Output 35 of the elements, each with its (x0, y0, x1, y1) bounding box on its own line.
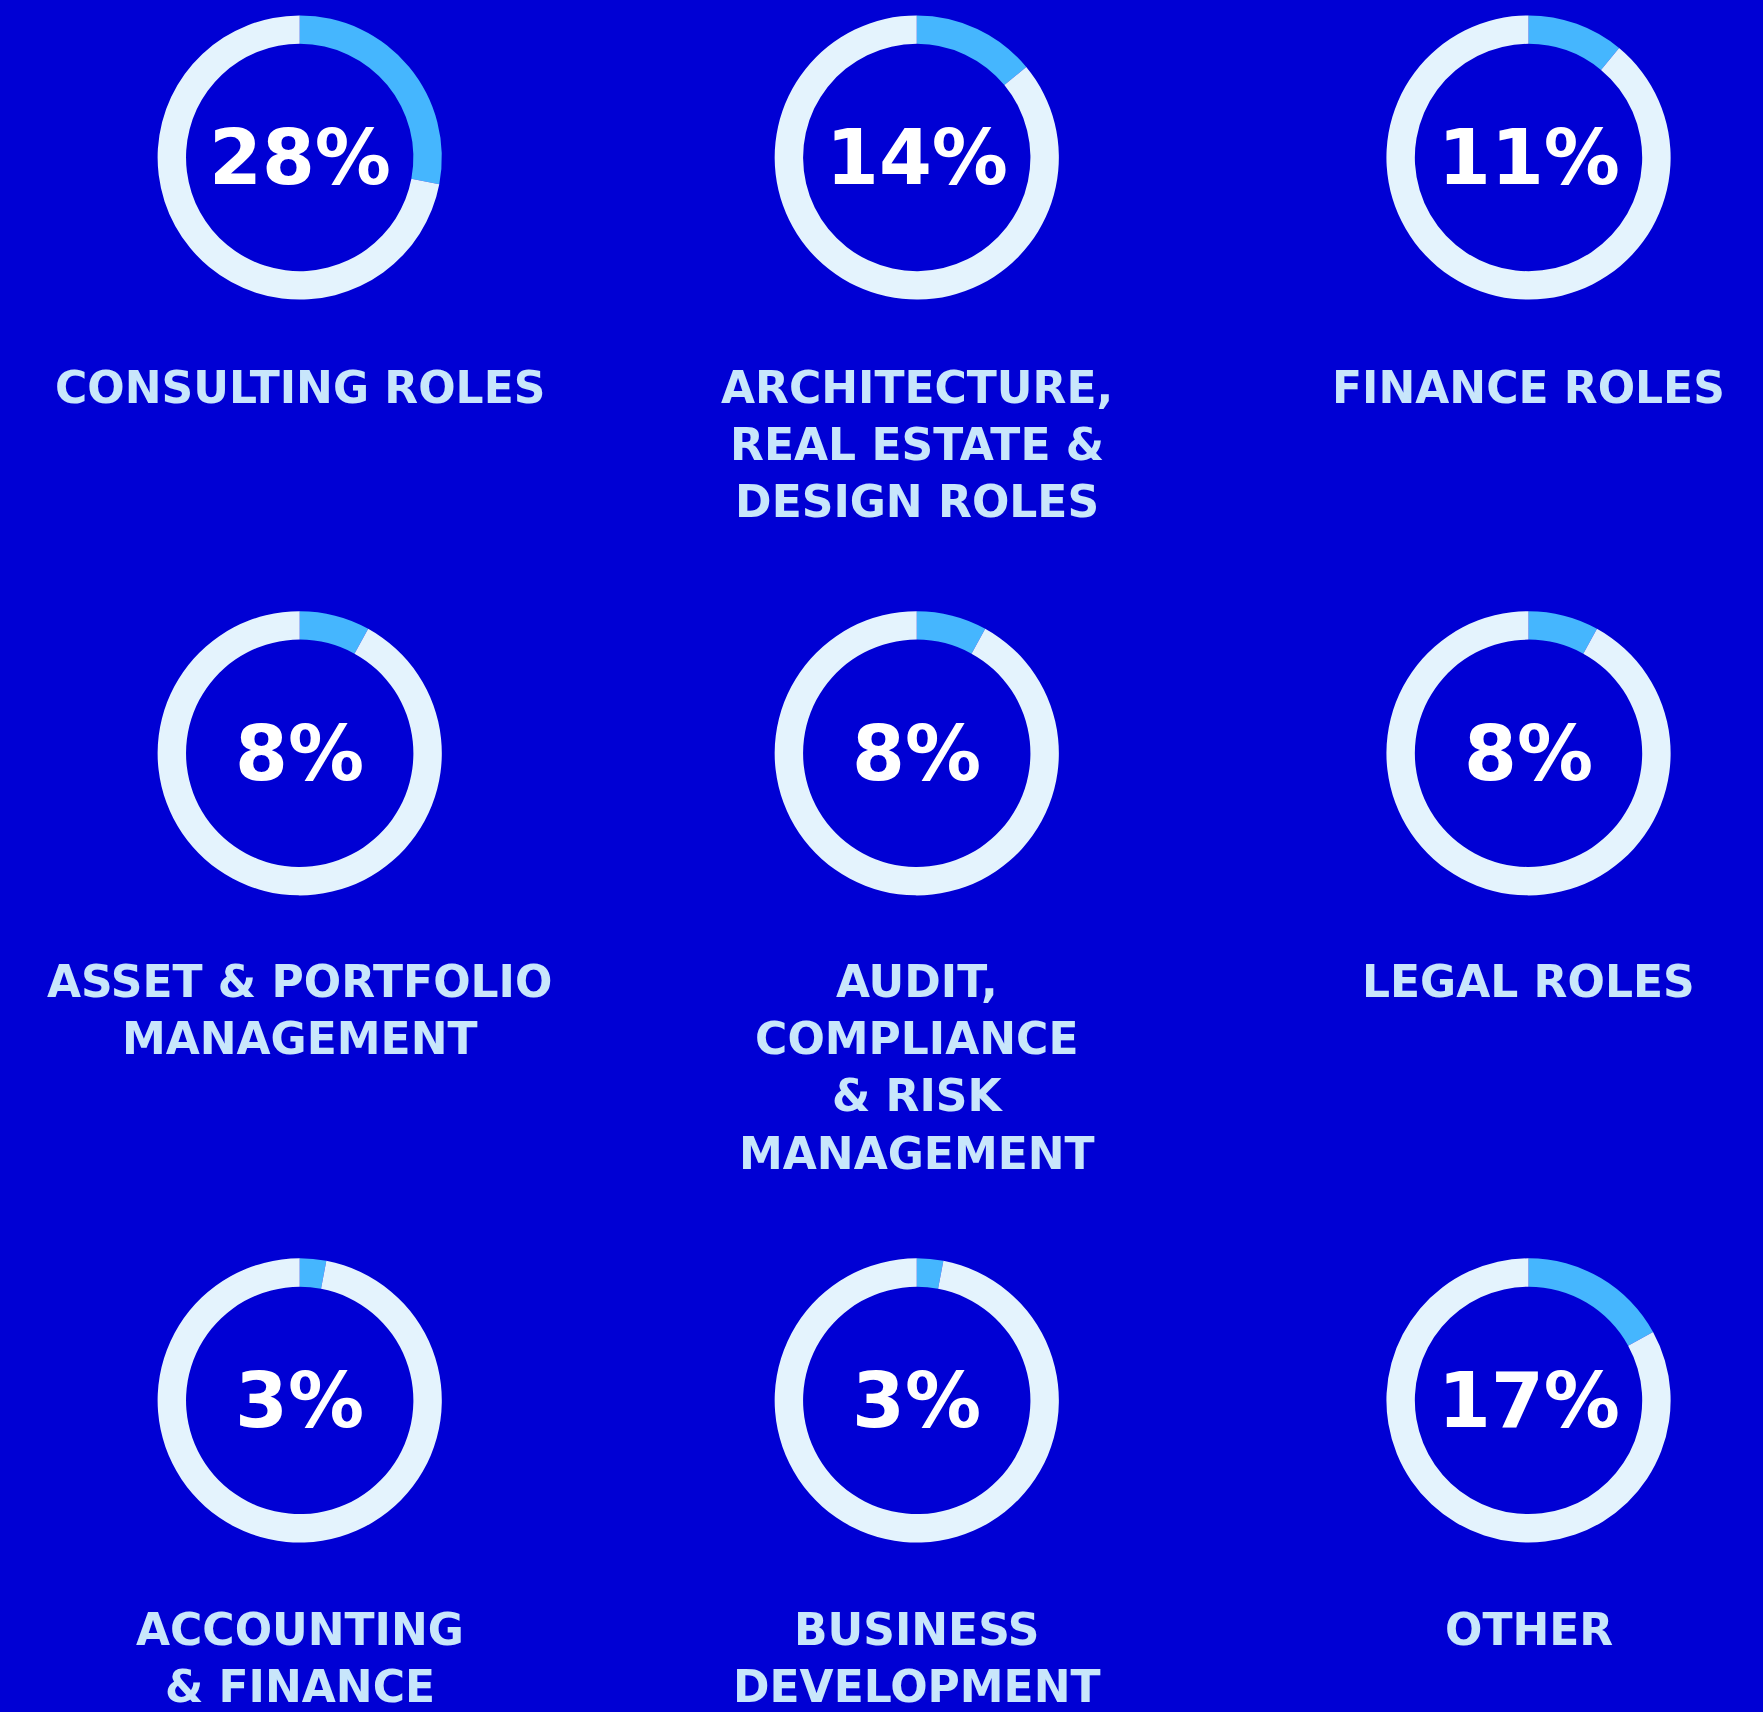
donut-slice (916, 611, 986, 654)
donut-slice (157, 15, 440, 300)
text: AUDIT, COMPLIANCE & RISK MANAGEMENT (739, 956, 1095, 1179)
text: CONSULTING ROLES (55, 362, 546, 413)
text: 11% (1438, 113, 1620, 202)
donut-slice (1528, 1258, 1654, 1346)
text: 3% (852, 1356, 982, 1445)
text: 8% (235, 709, 365, 798)
donut-slice (916, 1258, 944, 1289)
text: LEGAL ROLES (1362, 956, 1695, 1007)
text: ACCOUNTING & FINANCE (136, 1604, 464, 1712)
text: 3% (235, 1356, 365, 1445)
text: BUSINESS DEVELOPMENT (733, 1604, 1101, 1712)
donut-slice (1386, 611, 1671, 896)
text: FINANCE ROLES (1332, 362, 1725, 413)
donut-slice (774, 611, 1059, 896)
donut-slice (157, 611, 442, 896)
donut-slice (774, 1258, 1059, 1543)
donut-slice (916, 15, 1027, 86)
text: 8% (852, 709, 982, 798)
text: 17% (1438, 1356, 1620, 1445)
donut-slice (1386, 1258, 1671, 1543)
donut-slice (774, 15, 1059, 300)
text: 8% (1464, 709, 1594, 798)
text: 14% (826, 113, 1008, 202)
donut-slice (1528, 611, 1597, 654)
donut-slice (157, 1258, 442, 1543)
text: OTHER (1445, 1604, 1614, 1655)
text: 28% (209, 113, 391, 202)
donut-slice (299, 1258, 327, 1289)
text: ASSET & PORTFOLIO MANAGEMENT (47, 956, 553, 1065)
text: ARCHITECTURE, REAL ESTATE & DESIGN ROLES (721, 362, 1114, 528)
donut-slice (1528, 15, 1620, 70)
donut-slice (1386, 15, 1671, 300)
donut-slice (299, 611, 369, 654)
